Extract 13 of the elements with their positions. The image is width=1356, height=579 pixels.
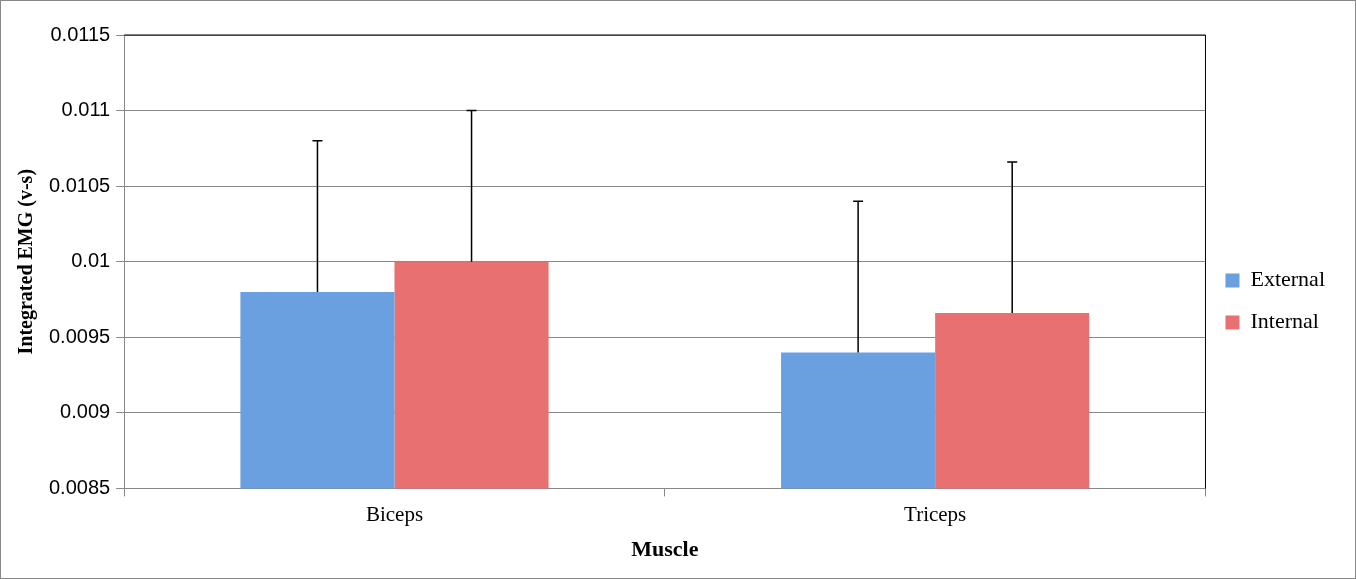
y-tick-label: 0.0085 [49, 475, 111, 498]
legend-label: Internal [1250, 308, 1319, 334]
y-tick-label: 0.0115 [50, 22, 111, 45]
y-axis-title: Integrated EMG (v-s) [14, 168, 38, 355]
y-tick-label: 0.0105 [49, 173, 111, 196]
y-tick-label: 0.011 [61, 98, 111, 121]
y-tick-label: 0.009 [60, 400, 111, 423]
legend-label: External [1250, 266, 1326, 292]
y-tick-label: 0.0095 [49, 324, 111, 347]
x-tick-label: Triceps [904, 501, 967, 526]
x-axis-title: Muscle [631, 536, 699, 562]
y-tick-label: 0.01 [71, 249, 111, 272]
x-tick-label: Biceps [365, 501, 424, 526]
